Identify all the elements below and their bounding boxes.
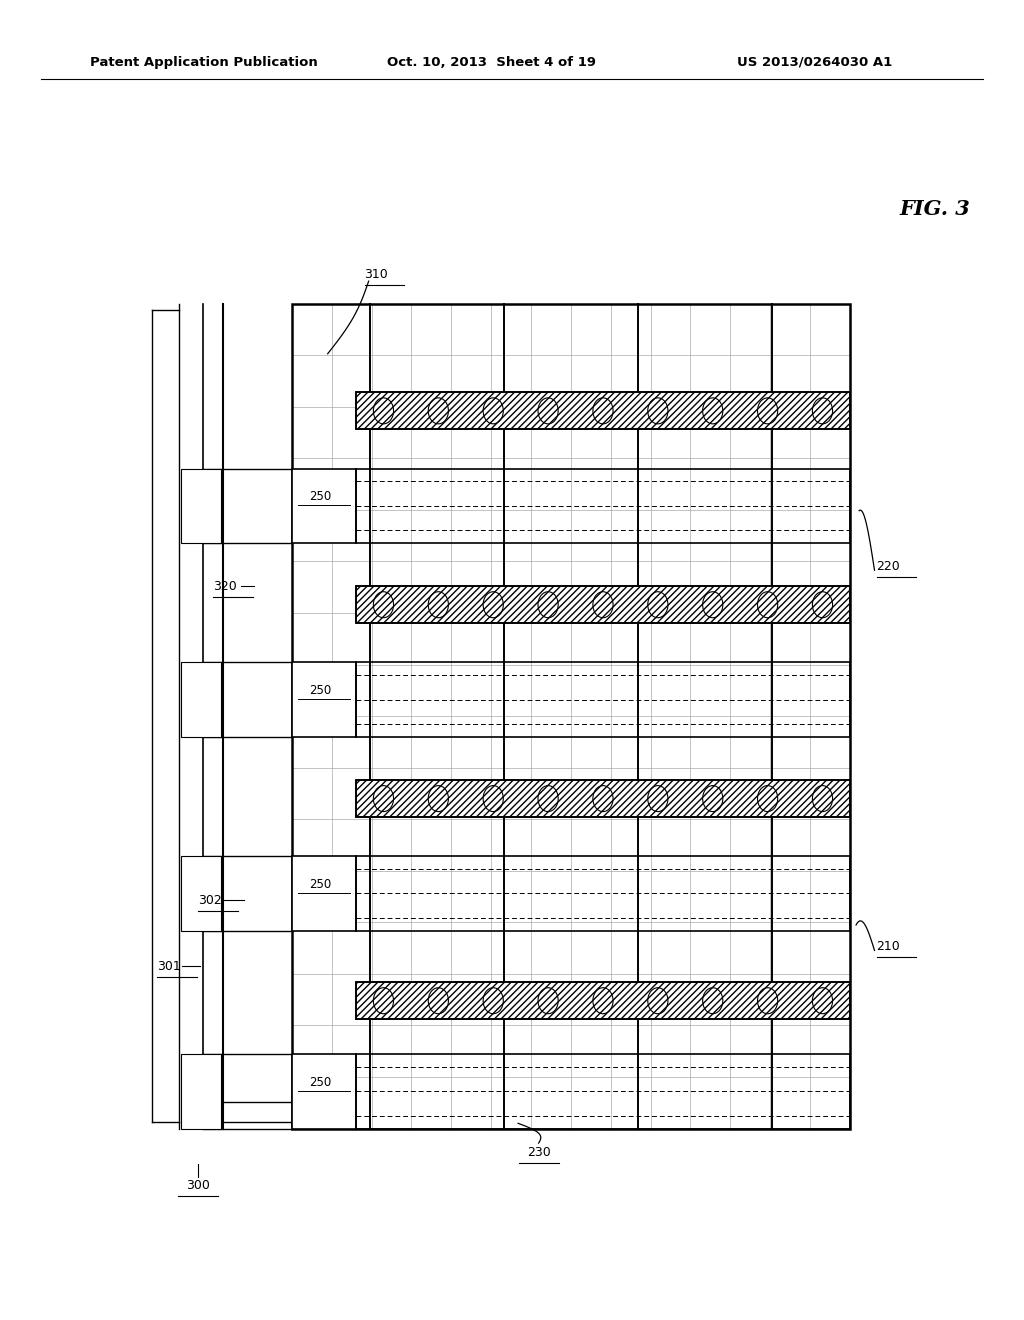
Text: 230: 230: [526, 1146, 551, 1159]
Text: 310: 310: [365, 268, 388, 281]
Text: Patent Application Publication: Patent Application Publication: [90, 55, 317, 69]
Bar: [181, 469, 221, 543]
Bar: [356, 780, 850, 817]
Bar: [292, 1055, 356, 1129]
Bar: [356, 392, 850, 429]
Bar: [356, 857, 850, 931]
Bar: [356, 392, 850, 429]
Bar: [292, 304, 850, 1129]
Text: 300: 300: [185, 1179, 210, 1192]
Bar: [292, 857, 356, 931]
Bar: [356, 663, 850, 737]
Bar: [181, 1055, 221, 1129]
Bar: [292, 663, 356, 737]
Bar: [356, 780, 850, 817]
Text: US 2013/0264030 A1: US 2013/0264030 A1: [737, 55, 893, 69]
Bar: [356, 982, 850, 1019]
Text: 250: 250: [309, 684, 332, 697]
Text: 302: 302: [198, 894, 221, 907]
Text: 301: 301: [157, 960, 180, 973]
Text: 250: 250: [309, 490, 332, 503]
Bar: [181, 857, 221, 931]
Text: 320: 320: [213, 579, 237, 593]
Text: 250: 250: [309, 1076, 332, 1089]
Text: 220: 220: [877, 560, 900, 573]
Bar: [356, 586, 850, 623]
Bar: [356, 586, 850, 623]
Text: 210: 210: [877, 940, 900, 953]
Text: Oct. 10, 2013  Sheet 4 of 19: Oct. 10, 2013 Sheet 4 of 19: [387, 55, 596, 69]
Bar: [181, 663, 221, 737]
Text: 250: 250: [309, 878, 332, 891]
Bar: [356, 469, 850, 543]
Bar: [356, 982, 850, 1019]
Text: FIG. 3: FIG. 3: [899, 198, 970, 219]
Bar: [356, 1055, 850, 1129]
Bar: [292, 469, 356, 543]
